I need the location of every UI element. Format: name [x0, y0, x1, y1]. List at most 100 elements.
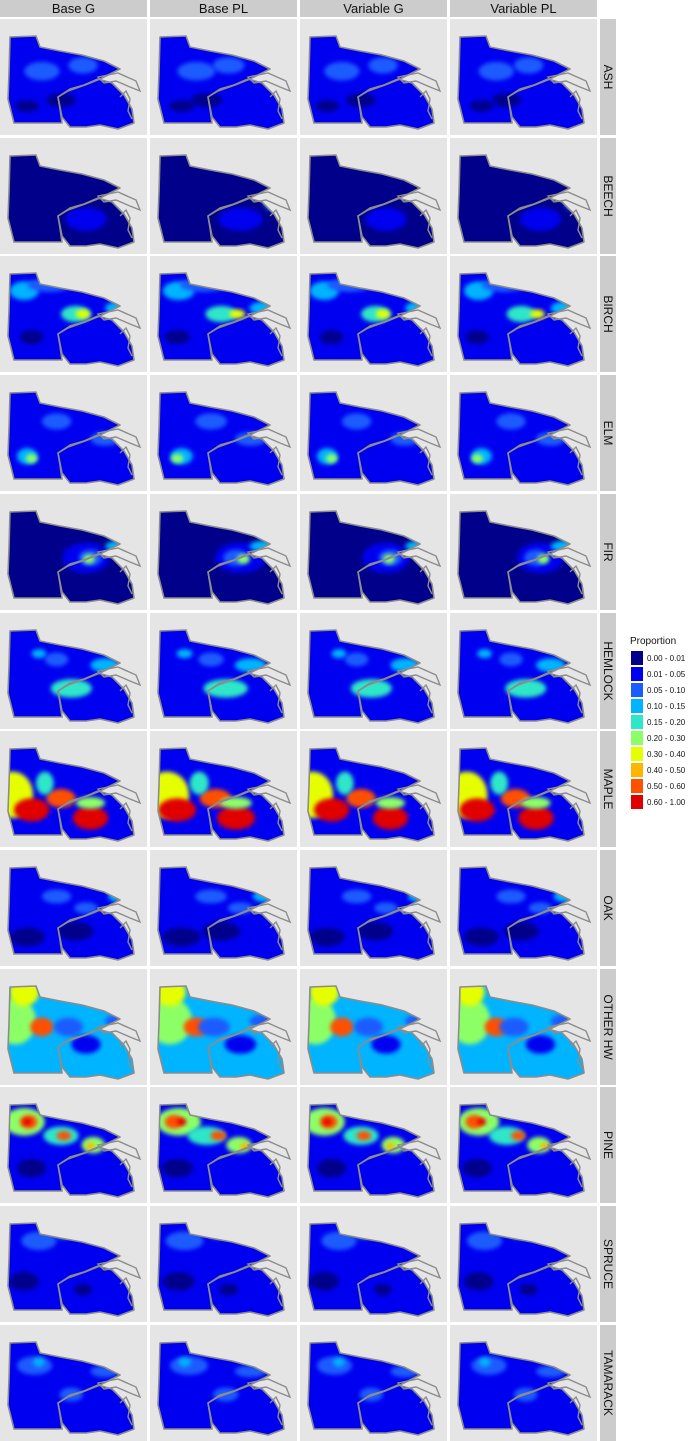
proportion-contour — [530, 309, 545, 320]
proportion-contour — [58, 921, 94, 941]
proportion-contour — [506, 306, 536, 323]
lake-shoreline — [419, 1276, 433, 1307]
proportion-contour — [421, 535, 434, 545]
map-panel — [300, 1087, 447, 1204]
state-border — [357, 790, 435, 842]
state-border — [507, 315, 585, 368]
state-border — [396, 1377, 442, 1398]
row-header-label: MAPLE — [601, 768, 615, 810]
map-panel — [300, 612, 447, 729]
state-border — [396, 665, 442, 686]
proportion-contour — [224, 1034, 257, 1054]
legend-swatch — [630, 650, 644, 666]
proportion-contour — [161, 1159, 194, 1178]
map-panel — [450, 1087, 597, 1204]
lake-shoreline — [119, 920, 133, 951]
lake-shoreline — [269, 208, 283, 239]
state-border — [507, 909, 585, 961]
state-border — [57, 1027, 135, 1080]
row-header: SPRUCE — [600, 1206, 616, 1322]
state-border — [246, 784, 292, 805]
row-header: FIR — [600, 493, 616, 610]
state-border — [546, 1021, 592, 1042]
legend-label: 0.60 - 1.00 — [647, 797, 686, 807]
state-border — [57, 434, 135, 486]
state-border — [396, 309, 442, 330]
state-border — [546, 903, 592, 924]
state-border — [546, 72, 592, 93]
legend-label: 0.01 - 0.05 — [647, 669, 686, 679]
proportion-contour — [316, 1159, 347, 1178]
legend-swatch — [630, 730, 644, 746]
proportion-contour — [375, 797, 406, 809]
state-border — [246, 190, 292, 211]
legend-label: 0.40 - 0.50 — [647, 765, 686, 775]
state-border — [246, 1140, 292, 1161]
state-border — [96, 190, 142, 211]
lake-shoreline — [119, 327, 133, 357]
map-plot — [307, 391, 442, 486]
lake-shoreline — [119, 1276, 133, 1307]
proportion-contour — [477, 1118, 487, 1126]
map-plot — [457, 747, 592, 842]
proportion-contour — [16, 1159, 47, 1178]
proportion-contour — [203, 678, 248, 698]
row-header: ASH — [600, 19, 616, 135]
row-header: MAPLE — [600, 731, 616, 848]
map-panel — [450, 731, 597, 848]
map-plot — [457, 1340, 592, 1436]
lake-shoreline — [419, 1039, 433, 1069]
map-panel — [450, 849, 597, 966]
proportion-contour — [488, 1126, 525, 1146]
row-header: BEECH — [600, 137, 616, 254]
map-panel — [300, 375, 447, 492]
lake-shoreline — [419, 920, 433, 951]
map-plot — [307, 984, 442, 1080]
state-border — [507, 1146, 585, 1199]
legend-label: 0.50 - 0.60 — [647, 781, 686, 791]
row-header-label: BIRCH — [601, 295, 615, 334]
proportion-contour — [178, 1357, 191, 1367]
row-header-label: OTHER HW — [601, 993, 615, 1060]
proportion-contour — [9, 1272, 39, 1291]
proportion-contour — [463, 927, 500, 947]
proportion-contour — [15, 100, 39, 112]
proportion-contour — [385, 1142, 395, 1150]
proportion-contour — [263, 192, 283, 211]
map-plot — [307, 1103, 442, 1199]
map-panel — [150, 137, 297, 254]
state-border — [57, 790, 135, 842]
legend-label: 0.30 - 0.40 — [647, 749, 686, 759]
map-plot — [457, 1222, 592, 1317]
state-border — [546, 1377, 592, 1398]
state-border — [246, 1377, 292, 1398]
proportion-contour — [65, 207, 107, 231]
proportion-contour — [358, 921, 394, 941]
state-border — [546, 784, 592, 805]
map-panel — [450, 256, 597, 373]
state-border — [357, 671, 435, 724]
state-border — [357, 1027, 435, 1080]
state-border — [546, 428, 592, 449]
legend-item: 0.00 - 0.01 — [630, 650, 698, 666]
proportion-contour — [56, 1131, 72, 1141]
state-border — [357, 1383, 435, 1436]
proportion-contour — [462, 1159, 492, 1178]
map-plot — [157, 509, 292, 605]
row-header: OTHER HW — [600, 968, 616, 1085]
map-panel — [300, 968, 447, 1085]
state-border — [357, 909, 435, 961]
proportion-contour — [229, 309, 246, 320]
map-panel — [300, 731, 447, 848]
map-panel — [150, 375, 297, 492]
map-plot — [7, 391, 142, 486]
lake-shoreline — [119, 564, 133, 595]
lake-shoreline — [419, 683, 433, 713]
proportion-contour — [375, 309, 391, 320]
proportion-contour — [519, 207, 561, 231]
state-border — [396, 784, 442, 805]
lake-shoreline — [569, 920, 583, 951]
map-plot — [7, 153, 142, 249]
map-plot — [307, 35, 442, 130]
lake-shoreline — [269, 1158, 283, 1188]
